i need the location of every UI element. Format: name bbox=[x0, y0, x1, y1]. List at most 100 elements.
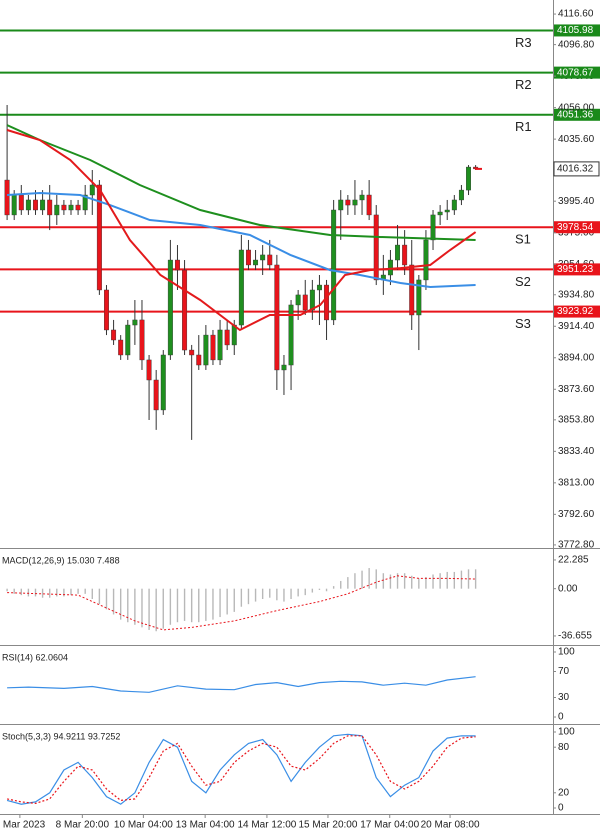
candle-body bbox=[210, 334, 216, 361]
candle-body bbox=[395, 244, 401, 261]
last-price-box bbox=[553, 161, 600, 177]
candle-body bbox=[40, 199, 46, 211]
y-tick-label: 3914.40 bbox=[558, 321, 595, 332]
candle-body bbox=[153, 379, 159, 411]
y-tick-label: 3934.80 bbox=[558, 289, 595, 300]
x-tick-label: 14 Mar 12:00 bbox=[237, 820, 296, 831]
moving-average bbox=[6, 124, 476, 241]
candle-body bbox=[75, 204, 81, 211]
x-tick-label: 8 Mar 20:00 bbox=[56, 820, 110, 831]
candle-body bbox=[260, 254, 266, 261]
candle-body bbox=[302, 294, 308, 311]
candle-body bbox=[11, 194, 17, 216]
level-price-label: 4051.36 bbox=[557, 109, 594, 120]
candle-body bbox=[288, 304, 294, 366]
candle-body bbox=[373, 214, 379, 281]
candle-body bbox=[4, 179, 10, 216]
candle-body bbox=[89, 184, 95, 196]
indicator-line bbox=[6, 735, 476, 805]
y-tick-label: 4056.00 bbox=[558, 102, 595, 113]
candle-body bbox=[444, 209, 450, 213]
candle-body bbox=[324, 284, 330, 321]
candle-body bbox=[267, 254, 273, 266]
candle-body bbox=[224, 329, 230, 346]
level-price-label: 3951.23 bbox=[557, 264, 594, 275]
last-price-label: 4016.32 bbox=[557, 164, 594, 175]
candle-body bbox=[68, 204, 74, 211]
y-tick-label: 20 bbox=[558, 787, 570, 798]
candle-body bbox=[238, 249, 244, 326]
y-tick-label: 3995.40 bbox=[558, 196, 595, 207]
moving-average bbox=[6, 129, 477, 332]
y-tick-label: 3772.80 bbox=[558, 540, 595, 551]
level-name: R1 bbox=[515, 119, 532, 134]
level-price-box bbox=[554, 263, 600, 276]
candle-body bbox=[146, 359, 152, 381]
x-tick-label: 13 Mar 04:00 bbox=[176, 820, 235, 831]
candle-body bbox=[402, 244, 408, 266]
y-tick-label: -36.655 bbox=[558, 631, 592, 642]
y-tick-label: 3792.60 bbox=[558, 509, 595, 520]
candle-body bbox=[111, 329, 117, 341]
candle-body bbox=[458, 189, 464, 201]
signal-line bbox=[7, 575, 476, 631]
candle-body bbox=[160, 354, 166, 411]
candle-body bbox=[139, 319, 145, 361]
candle-body bbox=[174, 259, 180, 271]
y-tick-label: 100 bbox=[558, 727, 575, 738]
level-price-label: 3978.54 bbox=[557, 222, 594, 233]
candle-body bbox=[196, 354, 202, 366]
candle-body bbox=[245, 249, 251, 266]
x-tick-label: 7 Mar 2023 bbox=[0, 820, 46, 831]
candle-body bbox=[409, 264, 415, 316]
y-tick-label: 4116.60 bbox=[558, 9, 594, 20]
candle-body bbox=[61, 204, 67, 211]
candle-body bbox=[366, 194, 372, 216]
candle-body bbox=[338, 199, 344, 211]
level-price-label: 4078.67 bbox=[557, 67, 594, 78]
y-tick-label: 4035.60 bbox=[558, 134, 595, 145]
y-tick-label: 30 bbox=[558, 692, 570, 703]
level-price-label: 3923.92 bbox=[557, 306, 594, 317]
candle-body bbox=[423, 239, 429, 281]
level-name: S3 bbox=[515, 316, 531, 331]
candle-body bbox=[125, 324, 131, 356]
level-price-box bbox=[554, 108, 600, 121]
level-price-box bbox=[554, 221, 600, 234]
x-tick-label: 10 Mar 04:00 bbox=[114, 820, 173, 831]
y-tick-label: 0.00 bbox=[558, 583, 578, 594]
candle-body bbox=[82, 194, 88, 211]
indicator-line bbox=[7, 676, 476, 693]
candle-body bbox=[387, 259, 393, 276]
y-tick-label: 3813.00 bbox=[558, 477, 595, 488]
y-tick-label: 0 bbox=[558, 712, 564, 723]
y-tick-label: 3853.80 bbox=[558, 414, 595, 425]
pane-title: MACD(12,26,9) 15.030 7.488 bbox=[2, 555, 120, 565]
candle-body bbox=[253, 259, 259, 266]
y-tick-label: 3833.40 bbox=[558, 446, 595, 457]
y-tick-label: 100 bbox=[558, 647, 575, 658]
candle-body bbox=[25, 199, 31, 211]
candle-body bbox=[451, 199, 457, 211]
candle-body bbox=[416, 279, 422, 316]
level-name: R2 bbox=[515, 77, 532, 92]
y-tick-label: 22.285 bbox=[558, 555, 589, 566]
candle-body bbox=[281, 364, 287, 371]
candle-body bbox=[47, 199, 53, 216]
candle-body bbox=[54, 204, 60, 216]
candle-body bbox=[33, 199, 38, 211]
candle-body bbox=[203, 334, 209, 366]
pane-title: RSI(14) 62.0604 bbox=[2, 652, 68, 662]
x-tick-label: 15 Mar 20:00 bbox=[298, 820, 357, 831]
candle-body bbox=[118, 339, 124, 356]
candle-body bbox=[316, 284, 322, 291]
y-tick-label: 80 bbox=[558, 742, 570, 753]
y-tick-label: 70 bbox=[558, 666, 570, 677]
x-tick-label: 17 Mar 04:00 bbox=[360, 820, 419, 831]
y-tick-label: 4096.80 bbox=[558, 39, 595, 50]
level-price-label: 4105.98 bbox=[557, 25, 594, 36]
candle-body bbox=[352, 199, 358, 206]
candle-body bbox=[466, 166, 471, 191]
y-tick-label: 3894.00 bbox=[558, 352, 595, 363]
